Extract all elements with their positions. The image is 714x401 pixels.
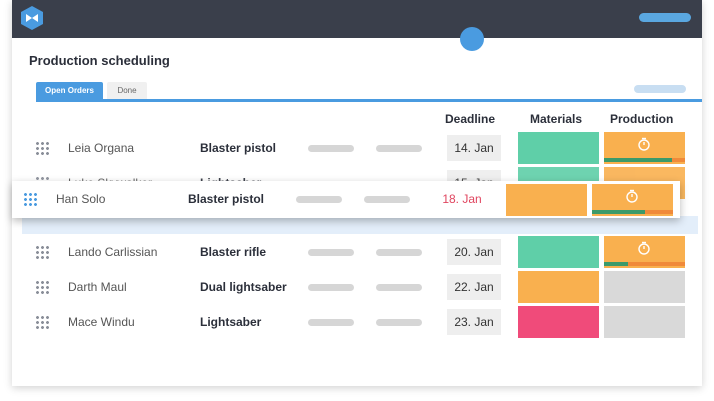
placeholder-bar [376,249,422,256]
product-name: Dual lightsaber [200,280,287,294]
production-progress [592,210,645,214]
placeholder-bar [308,145,354,152]
app-logo-icon[interactable] [19,5,45,31]
table-row[interactable]: Leia Organa Blaster pistol 14. Jan [12,132,702,166]
drag-handle-icon[interactable] [35,141,49,155]
production-remaining [628,262,685,266]
deadline-date[interactable]: 23. Jan [447,309,501,335]
stopwatch-icon [626,189,638,203]
materials-status[interactable] [518,306,599,338]
production-status[interactable] [604,132,685,164]
production-progress [604,262,628,266]
app-window: Production scheduling Open Orders Done D… [12,0,702,386]
stopwatch-icon [638,137,650,151]
tab-open-orders[interactable]: Open Orders [36,82,103,100]
drag-handle-icon[interactable] [35,245,49,259]
toolbar-control[interactable] [634,85,686,93]
production-progress [604,158,672,162]
deadline-date[interactable]: 14. Jan [447,135,501,161]
product-name: Blaster pistol [200,141,277,155]
placeholder-bar [376,145,422,152]
placeholder-bar [308,284,354,291]
production-status[interactable] [604,306,685,338]
top-bar [12,0,702,38]
tab-underline [36,99,702,102]
product-name: Blaster rifle [200,245,267,259]
page-title: Production scheduling [29,53,170,68]
column-header-materials: Materials [530,112,583,126]
materials-status[interactable] [518,132,599,164]
drag-handle-icon[interactable] [35,280,49,294]
production-status[interactable] [604,236,685,268]
production-status[interactable] [592,184,673,216]
drag-handle-icon[interactable] [35,315,49,329]
product-name: Blaster pistol [188,192,265,206]
customer-name: Han Solo [56,192,106,206]
tab-done[interactable]: Done [107,82,147,100]
product-name: Lightsaber [200,315,262,329]
cursor-indicator [460,27,484,51]
materials-status[interactable] [518,236,599,268]
deadline-date[interactable]: 20. Jan [447,239,501,265]
placeholder-bar [364,196,410,203]
stopwatch-icon [638,241,650,255]
materials-status[interactable] [506,184,587,216]
materials-status[interactable] [518,271,599,303]
table-row[interactable]: Lando Carlissian Blaster rifle 20. Jan [12,236,702,270]
customer-name: Leia Organa [68,141,135,155]
drag-handle-icon[interactable] [23,192,37,206]
placeholder-bar [296,196,342,203]
customer-name: Mace Windu [68,315,135,329]
placeholder-bar [308,249,354,256]
user-menu[interactable] [639,13,691,22]
column-header-production: Production [610,112,674,126]
table-row[interactable]: Mace Windu Lightsaber 23. Jan [12,306,702,340]
production-remaining [672,158,685,162]
deadline-date[interactable]: 22. Jan [447,274,501,300]
placeholder-bar [308,319,354,326]
production-remaining [645,210,673,214]
dragged-table-row[interactable]: Han Solo Blaster pistol 18. Jan [12,181,680,218]
placeholder-bar [376,319,422,326]
placeholder-bar [376,284,422,291]
deadline-date[interactable]: 18. Jan [435,186,489,212]
table-row[interactable]: Darth Maul Dual lightsaber 22. Jan [12,271,702,305]
drop-placeholder [22,216,698,234]
column-header-deadline: Deadline [445,112,496,126]
production-status[interactable] [604,271,685,303]
customer-name: Darth Maul [68,280,127,294]
customer-name: Lando Carlissian [68,245,158,259]
